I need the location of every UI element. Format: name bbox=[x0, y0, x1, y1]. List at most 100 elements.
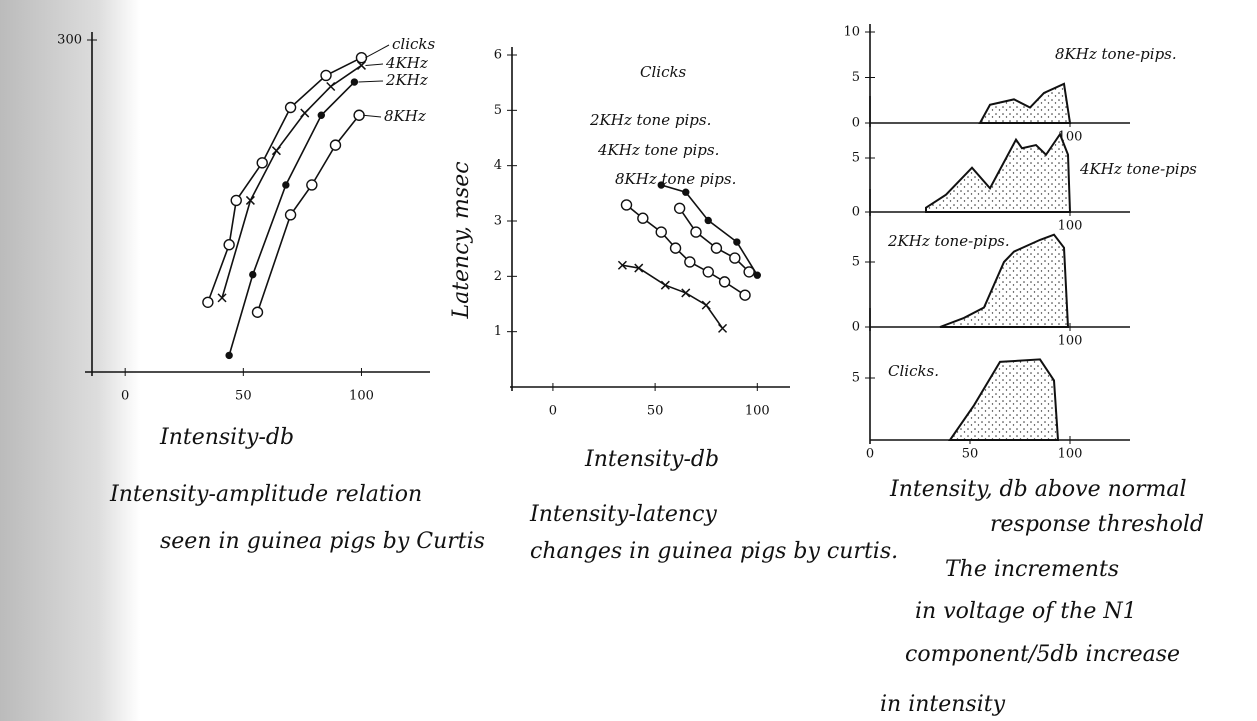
y-axis-label: Latency, msec bbox=[449, 161, 474, 319]
marker bbox=[306, 179, 318, 191]
legend-label: 4KHz tone pips. bbox=[597, 141, 719, 159]
area bbox=[925, 132, 1072, 213]
legend-label: clicks bbox=[392, 35, 435, 53]
x-axis-label: Intensity, db above normal bbox=[889, 477, 1187, 502]
marker bbox=[617, 260, 627, 270]
note: in intensity bbox=[880, 692, 1006, 717]
legend-label: 4KHz bbox=[385, 54, 428, 72]
y-tick-label: 3 bbox=[494, 214, 502, 229]
x-tick-label: 100 bbox=[1058, 447, 1083, 462]
marker bbox=[729, 252, 741, 264]
y-tick-label: 5 bbox=[852, 151, 860, 166]
legend-label: Clicks bbox=[640, 63, 687, 81]
marker bbox=[317, 111, 326, 119]
y-tick-label: 5 bbox=[852, 371, 860, 386]
marker bbox=[690, 226, 702, 238]
marker bbox=[202, 296, 214, 308]
area bbox=[939, 233, 1070, 328]
y-tick-label: 1 bbox=[494, 324, 502, 339]
marker bbox=[684, 256, 696, 268]
x-tick-label: 100 bbox=[1058, 219, 1083, 234]
legend-label: 8KHz bbox=[384, 107, 426, 125]
leader-line bbox=[363, 114, 382, 118]
marker bbox=[300, 108, 310, 118]
legend-label: 2KHz tone pips. bbox=[589, 111, 711, 129]
y-tick-label: 300 bbox=[57, 33, 82, 48]
legend-label: 8KHz tone pips. bbox=[615, 170, 736, 188]
panel-title: 8KHz tone-pips. bbox=[1055, 45, 1177, 63]
marker bbox=[669, 242, 682, 254]
legend-label: 2KHz bbox=[385, 71, 428, 89]
marker bbox=[710, 242, 723, 254]
marker bbox=[350, 78, 359, 86]
x-tick-label: 50 bbox=[235, 389, 252, 404]
y-tick-label: 5 bbox=[852, 255, 860, 270]
marker bbox=[660, 280, 670, 290]
marker bbox=[718, 276, 731, 288]
x-tick-label: 50 bbox=[647, 404, 664, 419]
marker bbox=[739, 289, 751, 301]
marker bbox=[356, 60, 367, 70]
y-tick-label: 4 bbox=[494, 158, 502, 173]
x-tick-label: 100 bbox=[349, 389, 374, 404]
marker bbox=[681, 288, 691, 298]
y-tick-label: 0 bbox=[852, 320, 860, 335]
caption: changes in guinea pigs by curtis. bbox=[530, 539, 898, 564]
marker bbox=[329, 139, 342, 151]
marker bbox=[657, 181, 665, 189]
marker bbox=[682, 188, 690, 196]
scan-margin bbox=[0, 0, 140, 721]
x-tick-label: 0 bbox=[121, 389, 129, 404]
marker bbox=[753, 271, 761, 279]
caption: Intensity-amplitude relation bbox=[109, 482, 422, 507]
marker bbox=[223, 239, 235, 251]
marker bbox=[282, 181, 290, 189]
x-tick-label: 0 bbox=[549, 404, 557, 419]
caption: seen in guinea pigs by Curtis bbox=[160, 529, 485, 554]
marker bbox=[230, 194, 242, 207]
x-tick-label: 100 bbox=[745, 404, 770, 419]
marker bbox=[320, 69, 332, 82]
marker bbox=[284, 209, 297, 221]
leader-line bbox=[358, 80, 384, 83]
marker bbox=[718, 323, 728, 333]
y-tick-label: 10 bbox=[843, 25, 860, 40]
marker bbox=[245, 195, 255, 205]
area bbox=[948, 358, 1060, 441]
marker bbox=[353, 109, 365, 121]
marker bbox=[249, 270, 257, 279]
x-tick-label: 50 bbox=[962, 447, 979, 462]
marker bbox=[634, 263, 644, 273]
leader-line bbox=[365, 63, 384, 66]
note: The increments bbox=[945, 557, 1119, 582]
y-tick-label: 2 bbox=[494, 269, 502, 284]
marker bbox=[743, 266, 755, 278]
x-tick-label: 100 bbox=[1058, 130, 1083, 145]
marker bbox=[655, 226, 667, 238]
y-tick-label: 0 bbox=[852, 205, 860, 220]
caption: Intensity-latency bbox=[529, 502, 717, 527]
marker bbox=[217, 293, 227, 303]
marker bbox=[284, 101, 297, 114]
marker bbox=[256, 157, 268, 169]
marker bbox=[225, 351, 233, 360]
series-line bbox=[622, 264, 724, 329]
marker bbox=[702, 266, 714, 278]
series-line bbox=[221, 64, 362, 299]
marker bbox=[704, 216, 712, 225]
y-tick-label: 0 bbox=[852, 116, 860, 131]
y-tick-label: 5 bbox=[494, 103, 502, 118]
panel-title: 2KHz tone-pips. bbox=[887, 232, 1010, 250]
note: in voltage of the N1 bbox=[915, 599, 1137, 624]
leader-line bbox=[365, 44, 390, 59]
panel-title: 4KHz tone-pips bbox=[1079, 160, 1197, 178]
x-tick-label: 100 bbox=[1058, 334, 1083, 349]
marker bbox=[271, 146, 281, 156]
marker bbox=[620, 199, 633, 211]
marker bbox=[251, 306, 264, 318]
marker bbox=[326, 81, 336, 92]
marker bbox=[673, 202, 686, 214]
marker bbox=[637, 212, 649, 224]
marker bbox=[701, 300, 711, 310]
